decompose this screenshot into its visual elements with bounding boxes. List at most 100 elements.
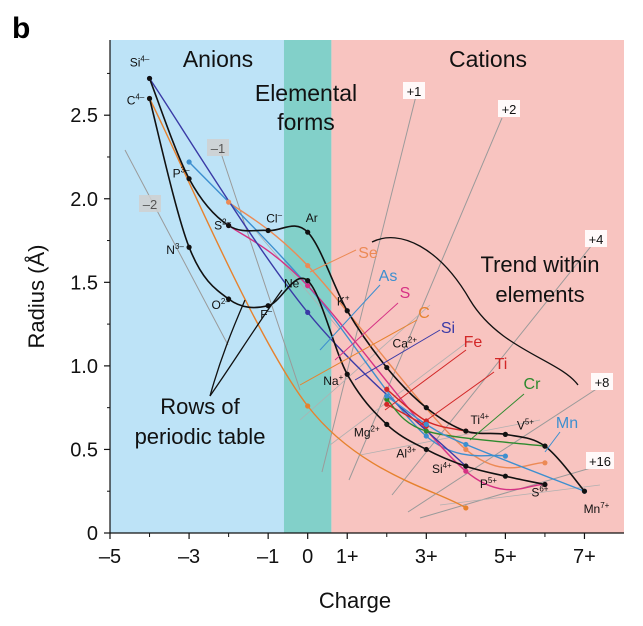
y-tick-label: 2.5 (70, 105, 98, 127)
element-label-as: As (379, 268, 398, 285)
row-data-point (502, 473, 508, 479)
trend-bracket (371, 237, 579, 386)
guide-line-faint (299, 304, 431, 421)
x-tick-label: 3+ (415, 546, 438, 568)
data-point-s (463, 468, 469, 474)
annotation-rows-of-periodic-table: Rows of (160, 394, 240, 419)
series-line-cr (386, 398, 545, 447)
oxidation-label: –2 (143, 197, 157, 212)
panel-letter: b (12, 12, 30, 45)
row-data-point (305, 278, 311, 284)
oxidation-guide-line (124, 149, 229, 346)
row-data-point (502, 431, 508, 437)
data-point-c (463, 505, 469, 511)
element-label-s: S (400, 285, 411, 302)
oxidation-label-box (585, 230, 607, 247)
element-label-cr: Cr (524, 376, 542, 393)
data-point-as (186, 159, 192, 165)
row-data-point (542, 481, 548, 488)
row-data-point (265, 227, 271, 234)
element-label-connector (309, 249, 357, 273)
row-data-point (384, 421, 390, 427)
oxidation-label: +2 (502, 102, 517, 117)
region-backgrounds (110, 40, 624, 533)
series-line-c (148, 98, 467, 509)
oxidation-label-box (207, 139, 229, 156)
region-label-2: Elemental (255, 80, 357, 106)
element-label-connector (384, 349, 467, 411)
row-data-point (146, 95, 153, 102)
element-label-si: Si (441, 320, 455, 337)
element-label-connector (334, 302, 399, 361)
y-tick-label: 0.5 (70, 439, 98, 461)
row-data-point (423, 446, 429, 453)
row-data-point (226, 222, 232, 229)
y-tick-label: 2.0 (70, 189, 98, 211)
region-label-2: forms (277, 109, 335, 135)
data-point-se (463, 446, 469, 453)
rows-connector (209, 299, 246, 397)
x-tick-label: 0 (302, 546, 313, 568)
row-data-point (542, 443, 548, 449)
x-axis-title: Charge (319, 588, 391, 613)
region-label-3: Cations (449, 46, 527, 72)
y-tick-label: 1.5 (70, 272, 98, 294)
oxidation-guide-line (407, 387, 599, 513)
oxidation-label: –1 (211, 141, 225, 156)
element-label-c: C (418, 305, 430, 322)
point-label: Ne (284, 277, 300, 291)
data-point-as (502, 453, 508, 459)
series-lines (148, 78, 586, 509)
oxidation-guide-line (321, 91, 418, 473)
data-point-mn (463, 441, 469, 448)
data-points (146, 75, 588, 511)
element-label-connector (299, 319, 418, 386)
y-axis-title: Radius (Å) (24, 245, 49, 349)
y-tick-label: 1.0 (70, 356, 98, 378)
row-data-point (226, 296, 232, 302)
row-data-point (186, 244, 192, 250)
oxidation-label-box (591, 373, 613, 390)
element-label-connector (319, 284, 381, 351)
row-data-point (463, 463, 469, 469)
oxidation-label: +1 (407, 84, 422, 99)
element-label-connector (419, 371, 495, 426)
oxidation-guide-line (348, 117, 503, 481)
annotations: Trend within elements Rows of periodic tabl… (135, 237, 600, 449)
x-tick-label: 7+ (573, 546, 596, 568)
data-point-si (305, 309, 311, 316)
oxidation-label-box (139, 195, 161, 212)
series-line-se (228, 201, 546, 469)
x-tick-label: 5+ (494, 546, 517, 568)
row-data-point (344, 308, 350, 314)
row-data-point (423, 405, 429, 411)
element-label-se: Se (358, 245, 378, 262)
row-data-point (146, 75, 153, 82)
oxidation-guide-line (391, 244, 593, 496)
point-label: Na+ (323, 373, 343, 388)
row-data-point (344, 371, 350, 377)
oxidation-label-box (498, 100, 520, 117)
element-label-connector (544, 431, 561, 453)
x-tick-label: –1 (257, 546, 279, 568)
series-line-mn (386, 395, 585, 492)
data-point-se (542, 460, 548, 466)
row-data-point (186, 176, 192, 182)
annotation-trend-within-elements: Trend within (480, 252, 599, 277)
data-point-mn (423, 421, 429, 427)
x-tick-label: 1+ (336, 546, 359, 568)
element-label-ti: Ti (495, 356, 508, 373)
rows-connector (209, 289, 283, 397)
oxidation-label: +8 (595, 375, 610, 390)
oxidation-label: +16 (589, 454, 611, 469)
oxidation-label-box (403, 82, 425, 99)
x-tick-label: –3 (178, 546, 200, 568)
x-tick-label: –5 (99, 546, 121, 568)
element-label-fe: Fe (464, 334, 483, 351)
oxidation-label-box (586, 452, 614, 469)
element-label-connector (354, 329, 441, 381)
y-tick-label: 0 (87, 523, 98, 545)
row-data-point (463, 428, 469, 434)
annotation-rows-of-periodic-table: periodic table (135, 424, 266, 449)
